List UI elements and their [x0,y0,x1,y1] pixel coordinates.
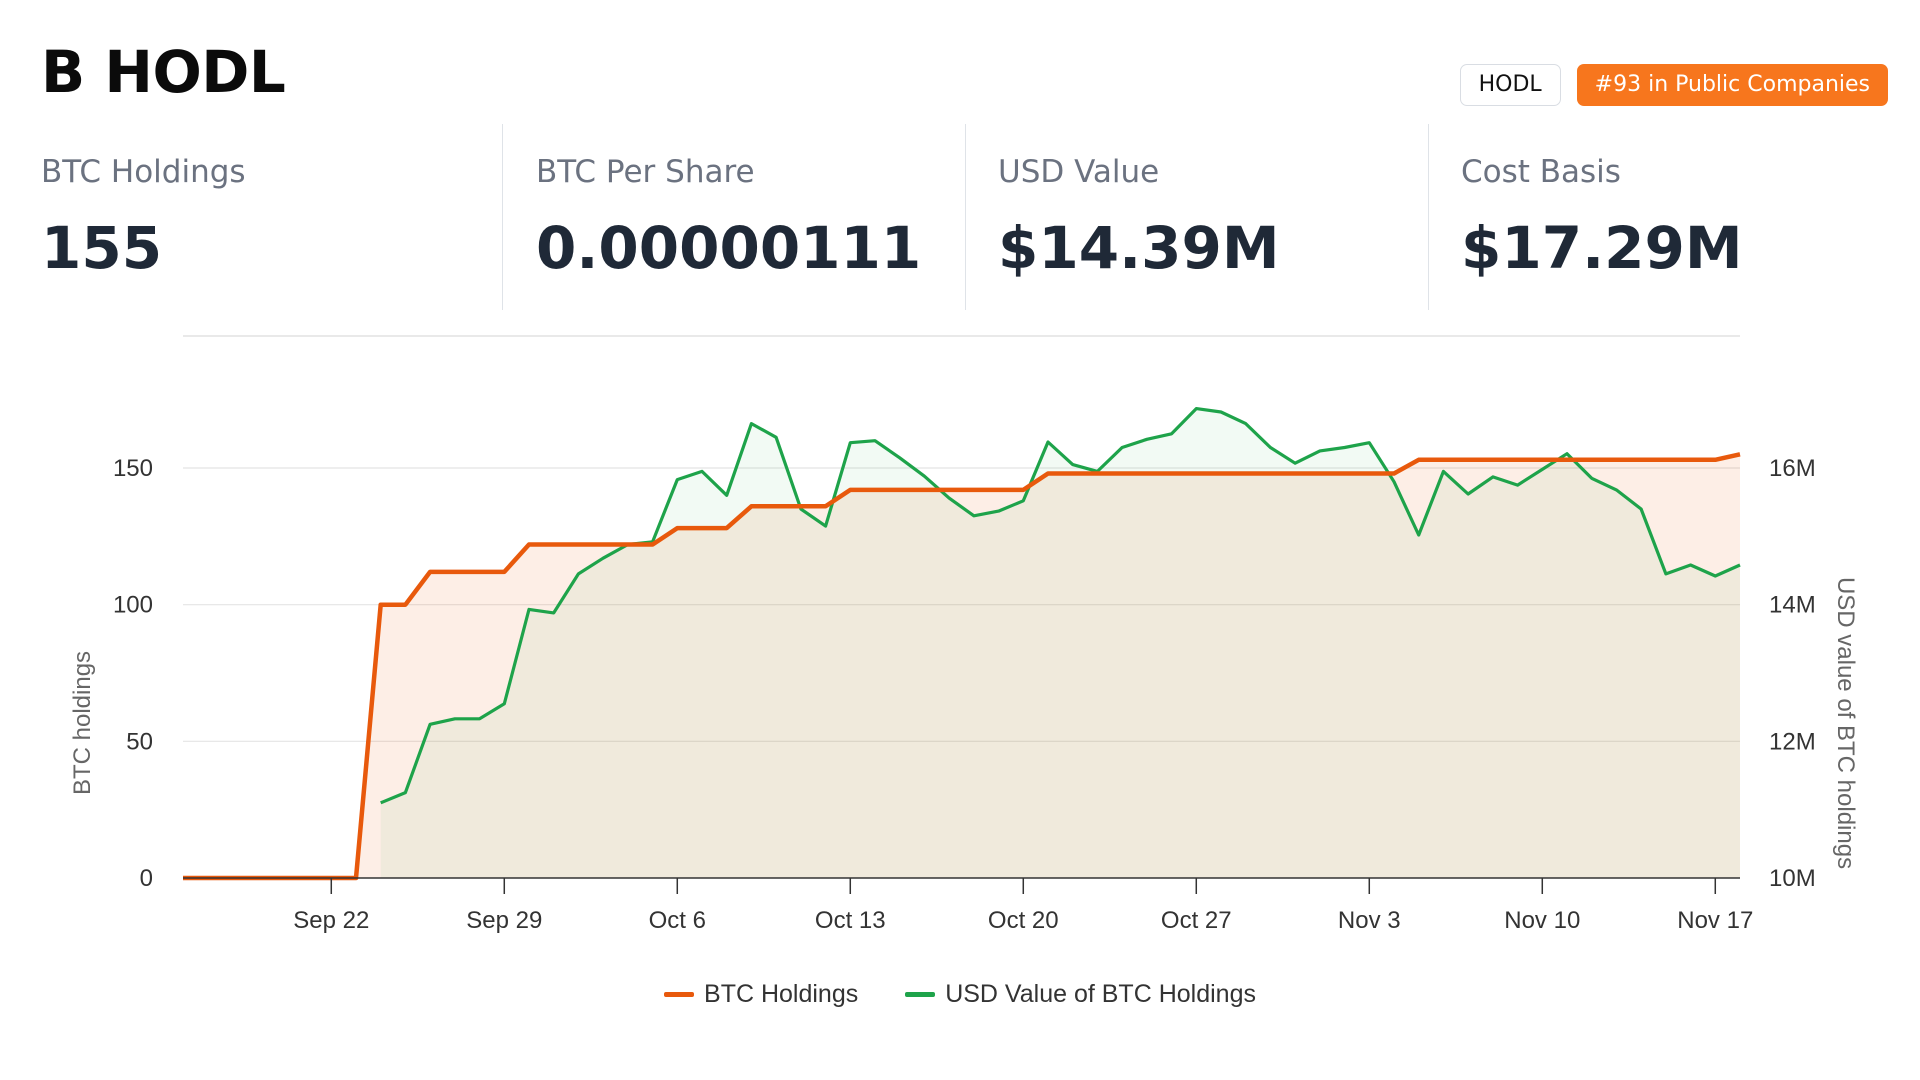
legend-item-btc-holdings[interactable]: BTC Holdings [664,980,858,1009]
y-left-tick-label: 50 [126,728,153,755]
stat-label: USD Value [998,154,1160,190]
y-right-tick-label: 12M [1769,728,1816,755]
stat-value: $14.39M [998,214,1280,282]
x-tick-label: Oct 20 [988,907,1059,934]
stat-divider [965,124,966,310]
stat-btc-per-share: BTC Per Share 0.00000111 [536,124,956,310]
company-title: B HODL [41,38,286,106]
y-left-axis-title: BTC holdings [69,651,96,795]
stat-usd-value: USD Value $14.39M [998,124,1418,310]
y-right-axis-title: USD value of BTC holdings [1832,577,1859,869]
chart-legend: BTC Holdings USD Value of BTC Holdings [0,975,1920,1009]
x-tick-label: Oct 6 [649,907,706,934]
x-tick-label: Oct 13 [815,907,886,934]
stat-label: Cost Basis [1461,154,1621,190]
x-tick-label: Nov 10 [1504,907,1580,934]
ticker-badge: HODL [1459,64,1561,106]
y-left-tick-label: 100 [113,592,153,619]
legend-item-usd-value[interactable]: USD Value of BTC Holdings [905,980,1256,1009]
line-btc-holdings [183,452,1741,881]
legend-label-btc: BTC Holdings [704,980,859,1008]
stat-divider [1428,124,1429,310]
y-right-tick-label: 16M [1769,455,1816,482]
stat-label: BTC Per Share [536,154,755,190]
y-left-tick-label: 150 [113,455,153,482]
legend-swatch-usd [905,992,936,997]
stat-label: BTC Holdings [41,154,246,190]
x-tick-label: Sep 29 [466,907,542,934]
badge-group: HODL #93 in Public Companies [1459,64,1888,106]
stat-value: $17.29M [1461,214,1743,282]
x-tick-label: Oct 27 [1161,907,1232,934]
area-btc-holdings [183,454,1740,878]
stat-value: 155 [41,214,163,282]
y-right-tick-label: 10M [1769,865,1816,892]
y-left-tick-label: 0 [140,865,153,892]
area-usd-value [380,408,1740,878]
stats-row: BTC Holdings 155 BTC Per Share 0.0000011… [0,124,1920,310]
y-right-tick-label: 14M [1769,592,1816,619]
x-tick-label: Nov 3 [1338,907,1401,934]
stat-btc-holdings: BTC Holdings 155 [41,124,501,310]
holdings-chart: 0 50 100 150 10M 12M 14M 16M BTC holdings USD val… [69,335,1859,934]
legend-swatch-btc [664,992,695,997]
stat-value: 0.00000111 [536,214,922,282]
line-usd-value [380,407,1741,805]
page-header: B HODL HODL #93 in Public Companies [0,0,1920,120]
stat-cost-basis: Cost Basis $17.29M [1461,124,1881,310]
rank-badge[interactable]: #93 in Public Companies [1576,64,1888,106]
x-tick-label: Nov 17 [1677,907,1753,934]
stat-divider [502,124,503,310]
x-tick-label: Sep 22 [293,907,369,934]
legend-label-usd: USD Value of BTC Holdings [945,980,1256,1008]
